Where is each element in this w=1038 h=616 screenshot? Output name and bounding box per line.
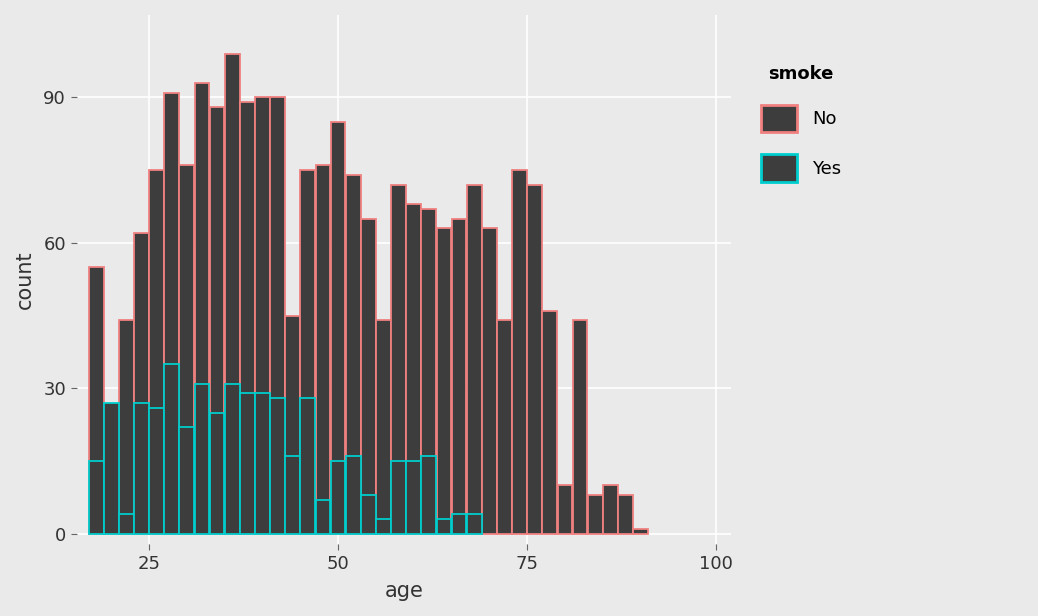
Bar <box>497 320 512 534</box>
Bar <box>482 229 497 534</box>
Bar <box>437 229 452 534</box>
Bar <box>603 485 618 534</box>
Bar <box>346 175 360 534</box>
Bar <box>316 165 330 534</box>
Bar <box>376 320 391 534</box>
Bar <box>119 320 134 534</box>
Bar <box>588 495 603 534</box>
Bar <box>119 514 134 534</box>
Bar <box>180 427 194 534</box>
Bar <box>285 315 300 534</box>
Bar <box>194 384 210 534</box>
Bar <box>180 165 194 534</box>
Bar <box>194 83 210 534</box>
Bar <box>104 408 118 534</box>
Bar <box>300 170 316 534</box>
Bar <box>316 500 330 534</box>
Bar <box>391 461 406 534</box>
Bar <box>270 97 285 534</box>
Bar <box>573 320 588 534</box>
Bar <box>361 219 376 534</box>
Bar <box>527 185 542 534</box>
Bar <box>633 529 648 534</box>
Bar <box>406 461 421 534</box>
Bar <box>88 461 104 534</box>
Y-axis label: count: count <box>15 250 35 309</box>
X-axis label: age: age <box>385 581 424 601</box>
Bar <box>346 456 360 534</box>
Bar <box>88 267 104 534</box>
Bar <box>452 219 466 534</box>
Bar <box>255 393 270 534</box>
Bar <box>467 514 482 534</box>
Bar <box>512 170 527 534</box>
Bar <box>285 456 300 534</box>
Bar <box>300 398 316 534</box>
Bar <box>270 398 285 534</box>
Bar <box>240 102 254 534</box>
Bar <box>225 54 240 534</box>
Bar <box>104 403 118 534</box>
Bar <box>331 122 346 534</box>
Bar <box>164 92 180 534</box>
Bar <box>437 519 452 534</box>
Bar <box>149 170 164 534</box>
Bar <box>134 403 148 534</box>
Bar <box>134 233 148 534</box>
Bar <box>543 311 557 534</box>
Bar <box>421 209 436 534</box>
Bar <box>391 185 406 534</box>
Bar <box>618 495 633 534</box>
Bar <box>361 495 376 534</box>
Bar <box>467 185 482 534</box>
Bar <box>164 364 180 534</box>
Bar <box>376 519 391 534</box>
Bar <box>421 456 436 534</box>
Bar <box>255 97 270 534</box>
Bar <box>225 384 240 534</box>
Bar <box>452 514 466 534</box>
Legend: No, Yes: No, Yes <box>747 51 855 197</box>
Bar <box>240 393 254 534</box>
Bar <box>210 107 224 534</box>
Bar <box>406 204 421 534</box>
Bar <box>149 408 164 534</box>
Bar <box>331 461 346 534</box>
Bar <box>557 485 572 534</box>
Bar <box>210 413 224 534</box>
